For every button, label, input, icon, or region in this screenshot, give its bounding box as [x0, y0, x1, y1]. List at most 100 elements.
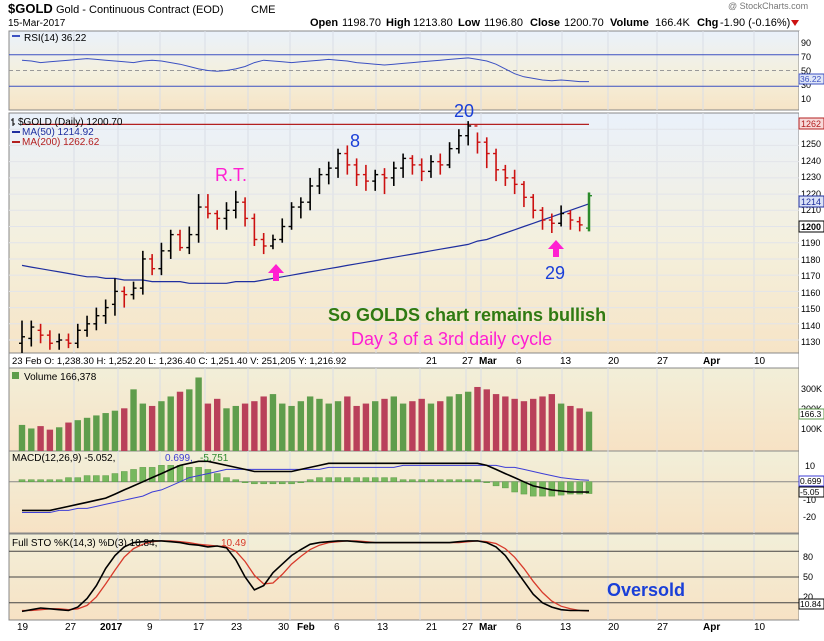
mid-date-tick: 20: [608, 356, 620, 367]
mid-date-tick: 6: [516, 356, 522, 367]
watermark: @ StockCharts.com: [728, 1, 808, 11]
macd-histogram-bar: [204, 469, 212, 483]
price-tick: 1160: [801, 288, 820, 298]
ohlc-bar: [335, 148, 342, 178]
price-tick: 1230: [801, 172, 821, 182]
ohlc-bar: [242, 197, 249, 227]
price-tick: 1190: [801, 238, 820, 248]
volume-bar: [399, 403, 407, 451]
macd-histogram-bar: [511, 481, 518, 493]
ma50-tag-text: 1214: [801, 197, 821, 207]
macd-histogram-bar: [353, 477, 360, 482]
ohlc-bar: [177, 229, 184, 251]
volume-bar: [102, 413, 109, 451]
ohlc-bar: [139, 250, 146, 295]
volume-bar: [511, 398, 518, 451]
date-tick: Mar: [479, 622, 497, 633]
ohlc-bar: [149, 254, 156, 276]
volume-tick: 100K: [801, 424, 822, 434]
volume-bar: [74, 420, 81, 451]
sto-label-prefix: Full STO %K(14,3) %D(3) 10.84,: [12, 538, 157, 549]
ohlc-bar: [297, 197, 304, 219]
macd-histogram-bar: [576, 481, 583, 495]
close-label: Close: [530, 17, 560, 29]
volume-bar: [269, 394, 277, 451]
ohlc-bar: [232, 190, 239, 219]
macd-histogram-bar: [464, 479, 472, 483]
symbol-title: $GOLD: [8, 1, 53, 16]
annotation-rt: R.T.: [215, 165, 247, 185]
macd-histogram-bar: [251, 481, 258, 485]
ohlc-bar: [56, 333, 63, 350]
price-tick: 1250: [801, 139, 821, 149]
ohlc-bar: [279, 218, 286, 243]
macd-histogram-bar: [279, 481, 286, 485]
ma50-value-tag: [798, 195, 824, 208]
bottom-date-axis: 19 27 2017 9 17 23 30 Feb 6 13 21 27 Mar…: [17, 622, 766, 633]
volume-bar: [186, 389, 193, 451]
ohlc-bar: [316, 168, 323, 195]
ohlc-bar: [418, 158, 425, 182]
price-tick: 1210: [801, 205, 821, 215]
rsi-tick: 30: [801, 80, 811, 90]
volume-legend-icon: [12, 372, 19, 379]
open-value: 1198.70: [342, 17, 381, 29]
volume-bar: [167, 396, 174, 451]
ohlc-bar: [28, 320, 35, 347]
open-label: Open: [310, 17, 338, 29]
ohlc-bar: [409, 155, 416, 175]
volume-bar: [158, 401, 165, 451]
macd-histogram-bar: [567, 481, 574, 495]
ohlc-bar: [223, 202, 230, 230]
volume-bar: [539, 396, 546, 451]
ohlc-bar: [567, 210, 574, 230]
volume-layer: [18, 377, 593, 451]
macd-histogram-bar: [399, 479, 407, 483]
volume-bar: [37, 426, 44, 451]
volume-bar: [576, 408, 583, 451]
macd-histogram-bar: [74, 477, 82, 482]
gridlines: [9, 31, 799, 620]
date-tick: 13: [560, 622, 572, 633]
macd-histogram-bar: [102, 475, 109, 483]
macd-histogram-bar: [316, 477, 323, 482]
volume-bar: [148, 405, 156, 451]
rsi-tick: 90: [801, 38, 811, 48]
macd-histogram-bar: [83, 475, 91, 483]
volume-bar: [567, 405, 574, 451]
volume-current-value: 166.3: [800, 409, 822, 419]
macd-label-prefix: MACD(12,26,9) -5.052,: [12, 453, 115, 464]
date-tick: 10: [754, 622, 766, 633]
sto-tick: 50: [803, 572, 813, 582]
macd-layer: [18, 460, 593, 513]
macd-histogram-bar: [93, 475, 100, 483]
macd-tick: 10: [805, 461, 815, 471]
macd-signal-line: [22, 464, 590, 513]
annotation-cycle-day: Day 3 of a 3rd daily cycle: [351, 329, 552, 349]
ohlc-bar: [558, 205, 565, 227]
macd-histogram-bar: [37, 479, 44, 483]
ohlc-bar: [362, 164, 369, 191]
volume-bar: [130, 389, 137, 451]
date-tick: 27: [462, 622, 474, 633]
volume-value: 166.4K: [655, 17, 691, 29]
ohlc-bar: [74, 323, 81, 349]
volume-bar: [483, 389, 490, 451]
ohlc-bar: [260, 233, 267, 255]
date-tick: 17: [193, 622, 205, 633]
volume-bar: [18, 424, 26, 451]
stochastic-layer: [21, 540, 590, 613]
macd-histogram-bar: [130, 469, 137, 483]
macd-histogram-bar: [46, 479, 54, 483]
macd-histogram-bar: [232, 479, 240, 483]
volume-bar: [316, 398, 323, 451]
macd-histogram-bar: [344, 477, 351, 482]
ohlc-bar: [502, 164, 509, 186]
macd-histogram-bar: [427, 479, 435, 483]
ohlc-bar: [511, 169, 518, 195]
macd-histogram-bar: [260, 481, 267, 485]
macd-histogram-bar: [55, 479, 63, 483]
ohlc-bar: [288, 202, 295, 230]
macd-histogram-bar: [241, 481, 249, 483]
